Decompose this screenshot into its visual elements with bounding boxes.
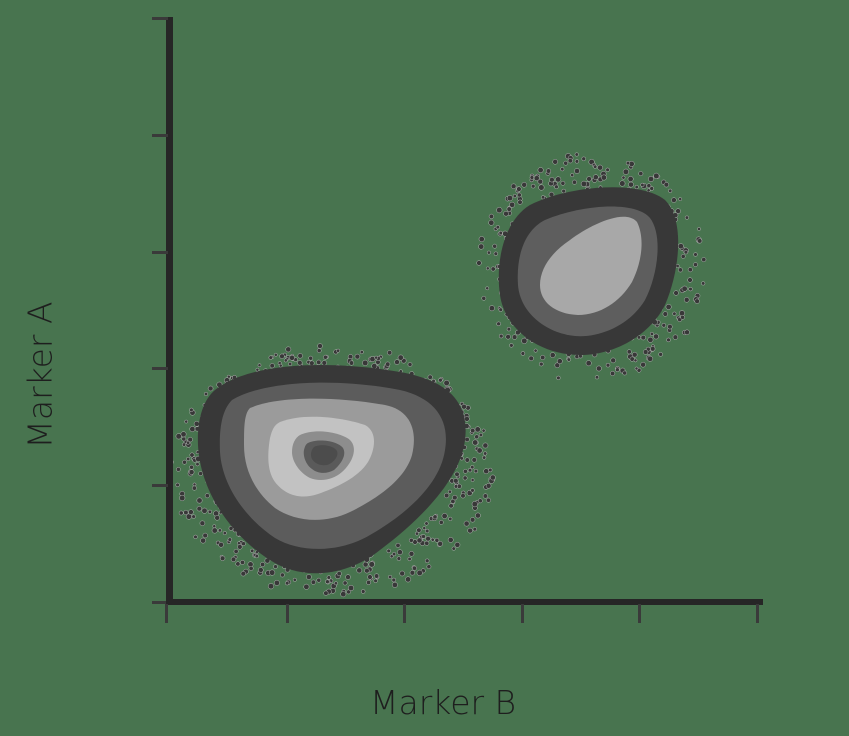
population-upper-right (476, 152, 707, 380)
x-axis-label: Marker B (370, 683, 517, 722)
y-axis-label: Marker A (20, 301, 60, 449)
population-lower-left (168, 343, 496, 598)
contour-inner (540, 216, 642, 315)
x-axis (165, 599, 763, 623)
contour-level-6 (310, 445, 338, 466)
y-axis (152, 17, 173, 604)
